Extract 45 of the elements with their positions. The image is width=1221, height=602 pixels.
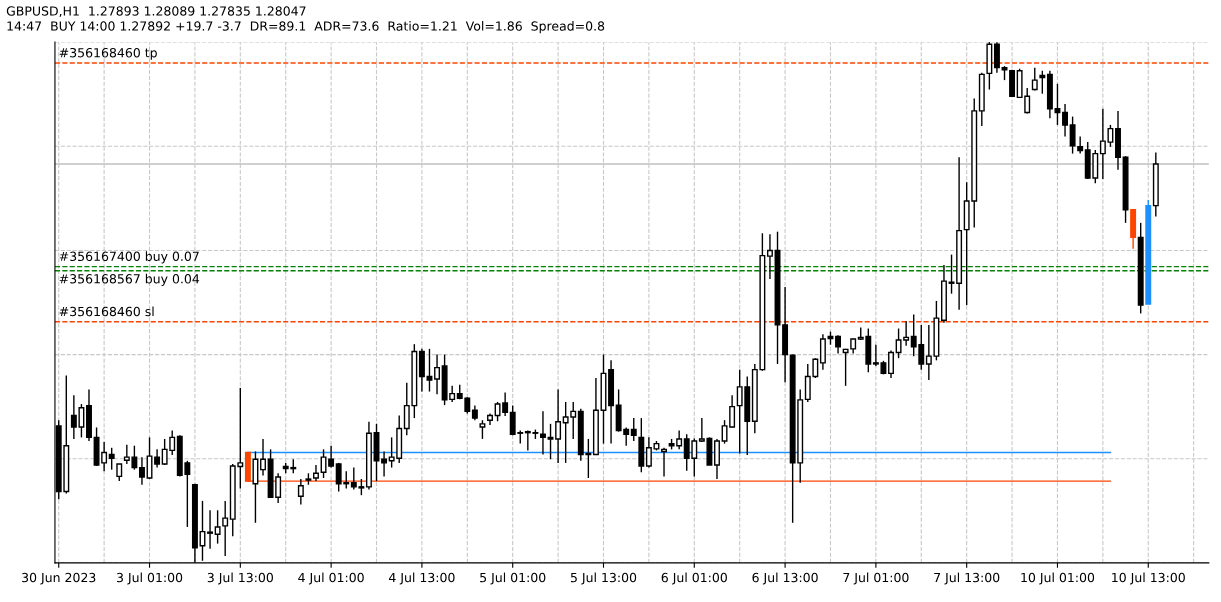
candlestick: [766, 233, 773, 280]
candlestick: [630, 417, 637, 442]
x-tick-label: 10 Jul 13:00: [1112, 572, 1185, 585]
x-tick-label: 3 Jul 13:00: [207, 572, 273, 585]
x-tick-label: 4 Jul 01:00: [298, 572, 364, 585]
candlestick: [1062, 103, 1068, 138]
candlestick: [381, 450, 388, 478]
candlestick: [555, 388, 562, 464]
ref-line-label: #356167400 buy 0.07: [59, 251, 199, 264]
candlestick: [108, 447, 115, 471]
candlestick: [138, 456, 145, 486]
chart-title: GBPUSD,H1 1.27893 1.28089 1.27835 1.28047: [6, 6, 306, 17]
candlestick: [835, 334, 842, 355]
x-tick-label: 4 Jul 13:00: [389, 572, 455, 585]
x-tick-label: 6 Jul 01:00: [661, 572, 727, 585]
candlestick: [297, 478, 304, 506]
x-tick-label: 5 Jul 01:00: [480, 572, 546, 585]
x-tick-label: 30 Jun 2023: [22, 572, 96, 585]
candlestick: [993, 41, 1000, 74]
candlestick: [479, 419, 486, 440]
candlestick: [1031, 66, 1038, 92]
candlestick: [207, 509, 214, 550]
candlestick: [539, 410, 546, 456]
candlestick: [1069, 115, 1076, 155]
candlestick: [154, 448, 161, 469]
x-tick-label: 6 Jul 13:00: [752, 572, 818, 585]
ref-line-label: #356168567 buy 0.04: [59, 273, 200, 286]
x-tick-label: 10 Jul 01:00: [1021, 572, 1095, 585]
candlestick: [714, 438, 720, 480]
x-tick-label: 5 Jul 13:00: [570, 572, 637, 585]
candlestick: [313, 464, 319, 482]
candlestick: [1039, 70, 1046, 95]
ref-line-label: #356168460 tp: [59, 47, 157, 60]
chart-subtitle: 14:47 BUY 14:00 1.27892 +19.7 -3.7 DR=89.1 ADR=73.6 Ratio=1.21 Vol=1.86 Spread=0.8: [7, 21, 605, 34]
candlestick: [260, 438, 266, 477]
candlestick: [661, 447, 667, 478]
candlestick: [434, 353, 441, 395]
candlestick: [819, 333, 826, 371]
ref-line-label: #356168460 sl: [59, 306, 154, 317]
candlestick: [888, 349, 894, 379]
x-tick-label: 3 Jul 01:00: [116, 572, 183, 585]
candlestick: [547, 423, 554, 460]
candlestick: [1077, 135, 1084, 155]
x-tick-label: 7 Jul 01:00: [843, 572, 909, 585]
x-tick-label: 7 Jul 13:00: [934, 572, 1000, 585]
